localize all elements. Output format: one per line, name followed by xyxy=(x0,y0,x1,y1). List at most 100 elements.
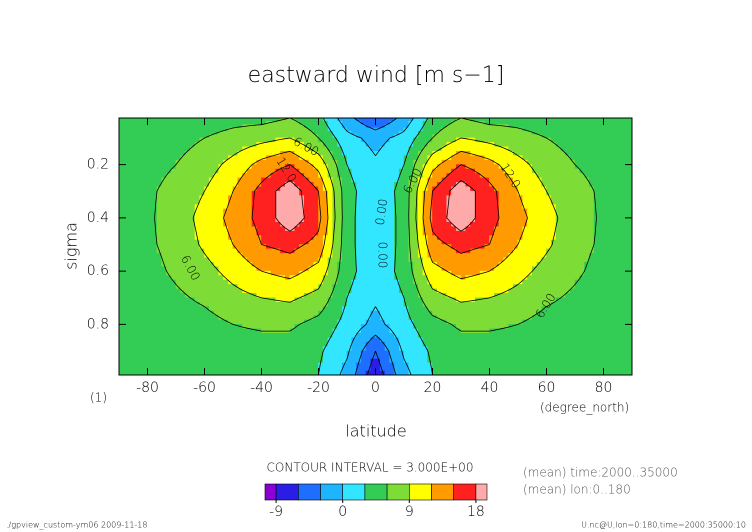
tone-piece xyxy=(546,127,552,132)
tone-piece xyxy=(327,190,334,196)
tone-piece xyxy=(180,253,186,259)
tone-piece xyxy=(384,270,391,276)
tone-piece xyxy=(612,222,619,228)
tone-piece xyxy=(351,121,357,125)
tone-piece xyxy=(223,319,229,325)
tone-piece xyxy=(436,195,443,201)
tone-piece xyxy=(446,150,452,157)
tone-piece xyxy=(322,159,329,165)
tone-piece xyxy=(474,266,481,272)
tone-piece xyxy=(175,164,182,170)
tone-piece xyxy=(493,284,500,290)
tone-piece xyxy=(213,155,220,161)
tone-piece xyxy=(223,217,229,223)
tone-piece xyxy=(322,257,329,263)
tone-piece xyxy=(441,168,448,174)
tone-piece xyxy=(123,288,129,294)
tone-piece xyxy=(370,155,376,161)
tone-piece xyxy=(175,257,182,263)
tone-piece xyxy=(584,204,590,210)
tone-piece xyxy=(389,137,395,143)
tone-piece xyxy=(308,266,315,272)
tone-piece xyxy=(322,155,329,161)
tone-piece xyxy=(313,310,319,316)
tone-piece xyxy=(218,195,224,201)
tone-piece xyxy=(341,275,348,281)
tone-piece xyxy=(308,244,315,250)
tone-piece xyxy=(446,199,452,205)
tone-piece xyxy=(275,310,281,316)
tone-piece xyxy=(189,319,196,325)
tone-piece xyxy=(137,301,144,307)
tone-piece xyxy=(408,204,414,210)
tone-cell xyxy=(232,190,262,219)
tone-piece xyxy=(441,131,448,135)
tone-piece xyxy=(337,279,343,285)
tone-piece xyxy=(246,244,253,250)
tone-piece xyxy=(261,239,267,245)
tone-piece xyxy=(603,134,609,139)
tone-piece xyxy=(375,226,381,232)
tone-piece xyxy=(299,222,305,228)
tone-piece xyxy=(612,213,619,219)
tone-piece xyxy=(375,257,381,263)
tone-piece xyxy=(474,213,481,219)
tone-piece xyxy=(185,124,191,129)
tone-piece xyxy=(123,199,129,205)
tone-piece xyxy=(598,150,604,157)
tone-piece xyxy=(622,124,628,129)
tone-piece xyxy=(536,284,543,290)
tone-piece xyxy=(436,117,443,122)
tone-piece xyxy=(455,137,462,143)
tone-piece xyxy=(232,117,239,122)
tone-piece xyxy=(142,150,148,157)
tone-piece xyxy=(465,168,471,174)
tone-piece xyxy=(498,288,505,294)
tone-piece xyxy=(398,159,405,165)
tone-piece xyxy=(617,173,623,179)
tone-piece xyxy=(208,146,215,152)
tone-piece xyxy=(503,199,509,205)
tone-piece xyxy=(166,173,172,179)
tone-piece xyxy=(565,186,571,192)
tone-piece xyxy=(584,257,590,263)
tone-piece xyxy=(289,186,296,192)
tone-piece xyxy=(246,257,253,263)
tone-piece xyxy=(474,248,481,254)
tone-piece xyxy=(579,217,585,223)
tone-piece xyxy=(579,253,585,259)
tone-piece xyxy=(256,319,262,325)
tone-piece xyxy=(322,284,329,290)
tone-piece xyxy=(123,222,129,228)
tone-piece xyxy=(512,217,519,223)
tone-piece xyxy=(593,270,600,276)
tone-piece xyxy=(446,159,452,165)
tone-piece xyxy=(432,195,438,201)
tone-piece xyxy=(489,244,495,250)
tone-piece xyxy=(422,124,429,129)
tone-piece xyxy=(517,270,524,276)
tone-piece xyxy=(555,284,562,290)
tone-piece xyxy=(346,199,353,205)
tone-piece xyxy=(327,306,334,312)
tone-piece xyxy=(603,253,609,259)
tone-piece xyxy=(508,131,514,135)
tone-piece xyxy=(493,217,500,223)
tone-piece xyxy=(251,253,258,259)
tone-piece xyxy=(408,293,414,299)
tone-piece xyxy=(327,301,334,307)
tone-piece xyxy=(303,284,310,290)
tone-piece xyxy=(251,204,258,210)
tone-cell xyxy=(118,297,148,325)
tone-piece xyxy=(598,288,604,294)
tone-piece xyxy=(137,257,144,263)
tone-piece xyxy=(242,275,248,281)
tone-piece xyxy=(555,239,562,245)
tone-piece xyxy=(474,177,481,183)
tone-piece xyxy=(199,230,205,236)
tone-piece xyxy=(161,134,167,139)
tone-piece xyxy=(341,222,348,228)
tone-piece xyxy=(408,182,414,188)
tone-piece xyxy=(180,182,186,188)
tone-piece xyxy=(218,230,224,236)
